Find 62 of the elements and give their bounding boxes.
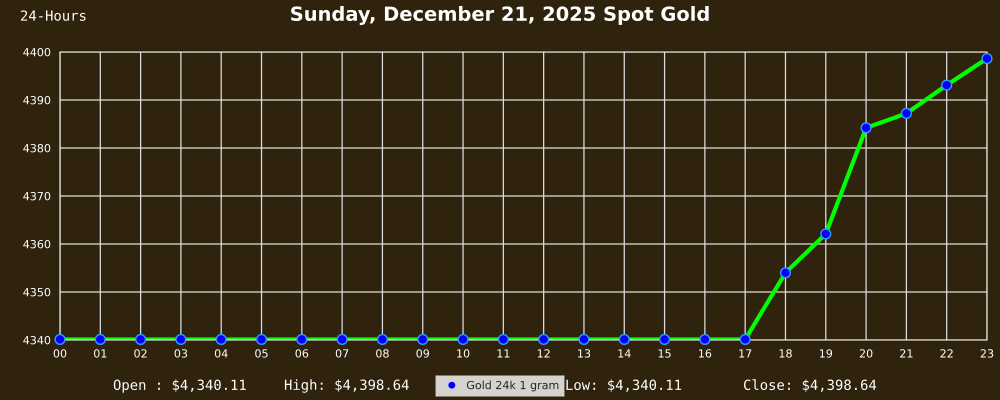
x-tick-label: 13	[578, 349, 590, 358]
point	[578, 334, 590, 346]
x-tick-label: 02	[134, 349, 147, 358]
x-tick-label: 19	[820, 349, 832, 358]
x-tick-label: 17	[739, 349, 752, 358]
point	[699, 334, 710, 346]
y-tick-label: 4400	[23, 48, 50, 56]
point	[457, 334, 469, 346]
point	[820, 228, 832, 240]
text: Open : $4,340.11	[114, 379, 246, 393]
x-tick-label: 06	[295, 349, 308, 358]
x-tick-label: 18	[780, 349, 792, 358]
point	[94, 334, 106, 346]
x-tick-label: 20	[860, 349, 872, 358]
point	[256, 334, 268, 346]
point	[659, 334, 670, 346]
point	[336, 334, 348, 346]
legend-label: Gold 24k 1 gram	[466, 380, 558, 392]
text: Low: $4,340.11	[566, 379, 682, 392]
y-tick-label: 4340	[23, 336, 50, 344]
y-tick-label: 4350	[23, 288, 50, 296]
x-tick-label: 01	[94, 349, 106, 358]
point	[780, 267, 792, 278]
point	[135, 334, 146, 346]
point	[216, 334, 227, 346]
x-tick-label: 00	[54, 349, 66, 358]
x-tick-label: 21	[900, 349, 912, 358]
x-tick-label: 07	[336, 349, 348, 358]
x-tick-label: 15	[658, 349, 671, 358]
point	[296, 334, 308, 346]
point	[417, 334, 428, 346]
x-tick-label: 10	[457, 349, 470, 358]
x-tick-label: 14	[618, 349, 631, 358]
x-tick-label: 12	[538, 349, 550, 358]
x-tick-label: 09	[416, 349, 430, 358]
x-tick-label: 04	[214, 349, 228, 358]
point	[941, 80, 952, 91]
y-tick-label: 4370	[23, 192, 50, 200]
x-tick-label: 08	[376, 349, 389, 358]
text: Close: $4,398.64	[744, 379, 876, 392]
point	[54, 334, 66, 346]
point	[538, 334, 550, 346]
point	[900, 108, 912, 119]
x-tick-label: 03	[174, 349, 188, 358]
point	[981, 52, 993, 64]
point	[376, 334, 388, 346]
x-tick-label: 05	[255, 349, 268, 358]
point	[740, 334, 751, 346]
x-tick-label: 22	[940, 349, 953, 358]
point	[498, 334, 509, 346]
text: 24-Hours	[21, 10, 86, 21]
x-tick-label: 23	[980, 349, 994, 358]
x-tick-label: 11	[498, 349, 510, 358]
y-tick-label: 4360	[23, 240, 50, 248]
x-tick-label: 16	[699, 349, 712, 358]
y-tick-label: 4390	[23, 96, 50, 104]
point	[175, 334, 186, 346]
point	[618, 334, 630, 346]
text: High: $4,398.64	[284, 379, 409, 393]
chart-title: Sunday, December 21, 2025 Spot Gold	[291, 6, 709, 25]
point	[860, 122, 872, 134]
y-tick-label: 4380	[23, 144, 50, 152]
